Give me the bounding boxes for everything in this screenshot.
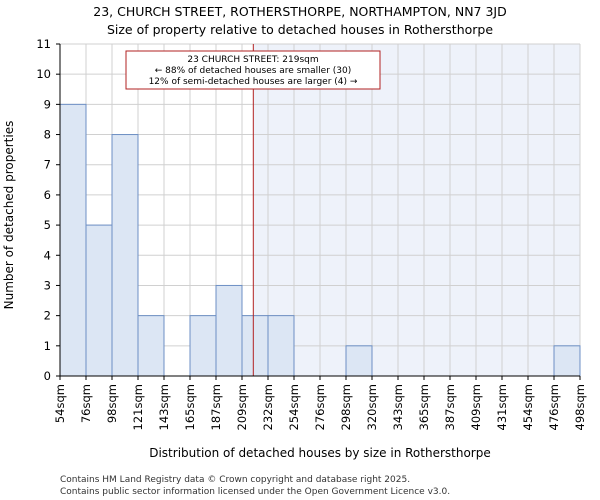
x-tick-label: 121sqm bbox=[131, 384, 145, 430]
x-tick-label: 387sqm bbox=[443, 384, 457, 430]
histogram-bar bbox=[345, 345, 373, 377]
x-tick-label: 232sqm bbox=[261, 384, 275, 430]
x-tick-label: 76sqm bbox=[79, 384, 93, 423]
y-tick-label: 2 bbox=[44, 309, 51, 323]
x-tick-label: 454sqm bbox=[521, 384, 535, 430]
y-tick-label: 3 bbox=[44, 278, 51, 292]
y-tick-label: 4 bbox=[44, 248, 51, 262]
x-axis-label: Distribution of detached houses by size … bbox=[149, 446, 491, 460]
x-tick-label: 54sqm bbox=[53, 384, 67, 423]
annotation-line: 23 CHURCH STREET: 219sqm bbox=[187, 55, 318, 65]
x-tick-label: 98sqm bbox=[105, 384, 119, 423]
x-tick-label: 276sqm bbox=[313, 384, 327, 430]
x-tick-label: 165sqm bbox=[183, 384, 197, 430]
histogram-bar bbox=[553, 345, 581, 377]
chart-subtitle: Size of property relative to detached ho… bbox=[107, 22, 493, 37]
x-tick-label: 343sqm bbox=[391, 384, 405, 430]
x-tick-label: 498sqm bbox=[573, 384, 587, 430]
x-tick-label: 187sqm bbox=[209, 384, 223, 430]
x-tick-label: 431sqm bbox=[495, 384, 509, 430]
y-tick-label: 10 bbox=[36, 67, 51, 81]
annotation-box bbox=[125, 50, 381, 90]
larger-region-shade bbox=[253, 44, 580, 376]
y-tick-label: 6 bbox=[44, 188, 51, 202]
histogram-bar bbox=[241, 315, 269, 377]
plot-area: 23 CHURCH STREET: 219sqm← 88% of detache… bbox=[36, 37, 587, 430]
y-tick-label: 11 bbox=[36, 37, 51, 51]
histogram-bar bbox=[189, 315, 217, 377]
y-tick-label: 1 bbox=[44, 339, 51, 353]
x-tick-label: 409sqm bbox=[469, 384, 483, 430]
histogram-bar bbox=[267, 315, 295, 377]
y-tick-label: 0 bbox=[44, 369, 51, 383]
x-tick-label: 320sqm bbox=[365, 384, 379, 430]
y-tick-label: 7 bbox=[44, 158, 51, 172]
histogram-bar bbox=[111, 134, 139, 377]
y-axis-label: Number of detached properties bbox=[2, 121, 16, 310]
y-tick-label: 5 bbox=[44, 218, 51, 232]
chart-title: 23, CHURCH STREET, ROTHERSTHORPE, NORTHA… bbox=[93, 4, 506, 19]
annotation-line: ← 88% of detached houses are smaller (30… bbox=[155, 66, 352, 76]
histogram-bar bbox=[59, 103, 87, 377]
x-tick-label: 298sqm bbox=[339, 384, 353, 430]
x-tick-label: 365sqm bbox=[417, 384, 431, 430]
y-tick-label: 8 bbox=[44, 128, 51, 142]
x-tick-label: 143sqm bbox=[157, 384, 171, 430]
x-tick-label: 254sqm bbox=[287, 384, 301, 430]
histogram-bar bbox=[137, 315, 165, 377]
footer-line-1: Contains HM Land Registry data © Crown c… bbox=[60, 475, 410, 485]
annotation-line: 12% of semi-detached houses are larger (… bbox=[149, 77, 358, 87]
x-tick-label: 209sqm bbox=[235, 384, 249, 430]
histogram-bar bbox=[215, 284, 243, 377]
x-tick-label: 476sqm bbox=[547, 384, 561, 430]
histogram-bar bbox=[85, 224, 113, 377]
y-tick-label: 9 bbox=[44, 97, 51, 111]
footer-line-2: Contains public sector information licen… bbox=[60, 487, 450, 497]
